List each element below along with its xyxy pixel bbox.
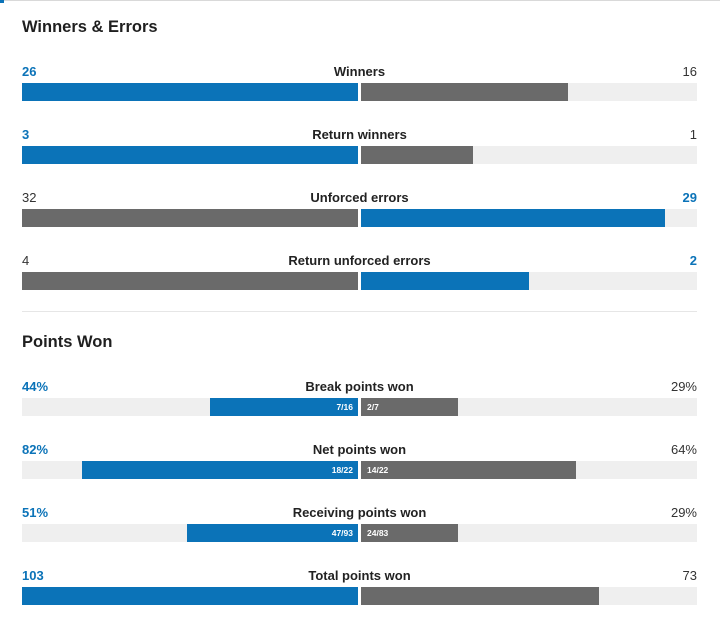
right-player-value: 2 xyxy=(689,253,697,268)
stat-label: Return unforced errors xyxy=(288,253,431,268)
stat-label: Winners xyxy=(333,64,386,79)
right-player-value: 29% xyxy=(670,505,697,520)
left-player-value: 44% xyxy=(22,379,49,394)
right-bar-fill xyxy=(361,83,568,101)
stat-label: Return winners xyxy=(312,127,407,142)
left-bar-fill: 47/93 xyxy=(187,524,358,542)
stat-bars xyxy=(22,83,697,101)
stat-bars xyxy=(22,272,697,290)
top-accent xyxy=(0,0,4,3)
left-ratio-label: 18/22 xyxy=(331,465,353,475)
left-bar-track xyxy=(22,272,358,290)
stat-row-total-points-won: 103 Total points won 73 xyxy=(22,568,697,606)
left-player-value: 26 xyxy=(22,64,37,79)
left-bar-track xyxy=(22,209,358,227)
right-bar-track xyxy=(361,83,697,101)
left-bar-fill xyxy=(22,146,358,164)
section-title-winners-errors: Winners & Errors xyxy=(22,18,158,36)
right-player-value: 64% xyxy=(670,442,697,457)
right-player-value: 1 xyxy=(689,127,697,142)
stat-bars: 7/16 2/7 xyxy=(22,398,697,416)
right-bar-fill: 14/22 xyxy=(361,461,576,479)
stat-row-winners: 26 Winners 16 xyxy=(22,64,697,102)
left-bar-track xyxy=(22,146,358,164)
left-bar-fill xyxy=(22,83,358,101)
right-bar-track xyxy=(361,209,697,227)
right-bar-fill xyxy=(361,209,665,227)
right-bar-fill xyxy=(361,272,529,290)
right-ratio-label: 24/83 xyxy=(367,528,389,538)
stat-bars xyxy=(22,146,697,164)
right-ratio-label: 14/22 xyxy=(367,465,389,475)
right-bar-fill: 2/7 xyxy=(361,398,458,416)
stat-bars xyxy=(22,587,697,605)
right-player-value: 16 xyxy=(682,64,697,79)
left-bar-fill xyxy=(22,209,358,227)
stat-row-unforced-errors: 32 Unforced errors 29 xyxy=(22,190,697,228)
right-bar-track xyxy=(361,272,697,290)
right-bar-track: 24/83 xyxy=(361,524,697,542)
stat-row-break-points-won: 44% Break points won 29% 7/16 2/7 xyxy=(22,379,697,417)
left-ratio-label: 7/16 xyxy=(336,402,353,412)
stat-bars: 47/93 24/83 xyxy=(22,524,697,542)
stat-label: Total points won xyxy=(308,568,411,583)
section-divider xyxy=(22,311,697,312)
left-ratio-label: 47/93 xyxy=(331,528,353,538)
left-player-value: 3 xyxy=(22,127,30,142)
stat-label: Unforced errors xyxy=(310,190,409,205)
stat-label: Receiving points won xyxy=(292,505,427,520)
left-bar-fill xyxy=(22,587,358,605)
stat-row-net-points-won: 82% Net points won 64% 18/22 14/22 xyxy=(22,442,697,480)
right-player-value: 29% xyxy=(670,379,697,394)
left-bar-track xyxy=(22,83,358,101)
right-player-value: 29 xyxy=(682,190,697,205)
right-bar-track: 14/22 xyxy=(361,461,697,479)
section-title-points-won: Points Won xyxy=(22,333,113,351)
right-bar-fill: 24/83 xyxy=(361,524,458,542)
right-ratio-label: 2/7 xyxy=(367,402,379,412)
stat-row-return-unforced-errors: 4 Return unforced errors 2 xyxy=(22,253,697,291)
left-player-value: 103 xyxy=(22,568,44,583)
left-bar-fill xyxy=(22,272,358,290)
left-bar-track: 18/22 xyxy=(22,461,358,479)
right-bar-fill xyxy=(361,146,473,164)
stat-bars xyxy=(22,209,697,227)
stat-label: Net points won xyxy=(312,442,407,457)
stat-row-receiving-points-won: 51% Receiving points won 29% 47/93 24/83 xyxy=(22,505,697,543)
left-bar-fill: 7/16 xyxy=(210,398,358,416)
stat-label: Break points won xyxy=(305,379,414,394)
right-bar-track xyxy=(361,146,697,164)
top-border xyxy=(0,0,720,1)
left-bar-fill: 18/22 xyxy=(82,461,358,479)
left-player-value: 51% xyxy=(22,505,49,520)
right-bar-fill xyxy=(361,587,599,605)
stat-row-return-winners: 3 Return winners 1 xyxy=(22,127,697,165)
right-player-value: 73 xyxy=(682,568,697,583)
left-bar-track: 47/93 xyxy=(22,524,358,542)
right-bar-track xyxy=(361,587,697,605)
left-bar-track: 7/16 xyxy=(22,398,358,416)
left-bar-track xyxy=(22,587,358,605)
left-player-value: 82% xyxy=(22,442,49,457)
stat-bars: 18/22 14/22 xyxy=(22,461,697,479)
right-bar-track: 2/7 xyxy=(361,398,697,416)
left-player-value: 4 xyxy=(22,253,30,268)
left-player-value: 32 xyxy=(22,190,37,205)
